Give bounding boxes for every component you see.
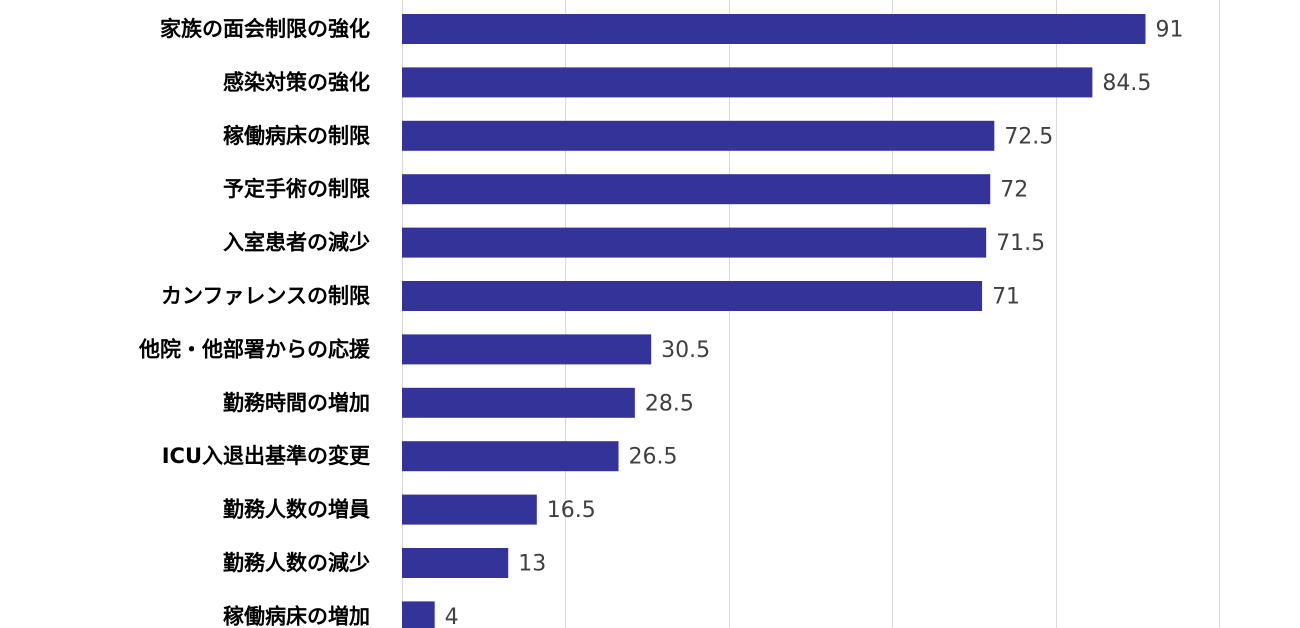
- value-label-7: 28.5: [645, 391, 694, 416]
- bar-11: [402, 601, 435, 628]
- value-label-9: 16.5: [547, 498, 596, 523]
- category-label-9: 勤務人数の増員: [223, 498, 370, 522]
- value-label-10: 13: [518, 552, 546, 577]
- category-label-7: 勤務時間の増加: [223, 391, 370, 415]
- category-label-4: 入室患者の減少: [223, 231, 370, 255]
- bar-4: [402, 227, 987, 258]
- bar-7: [402, 387, 635, 418]
- bar-6: [402, 334, 652, 365]
- category-label-10: 勤務人数の減少: [223, 551, 370, 575]
- value-label-4: 71.5: [996, 231, 1045, 256]
- bar-5: [402, 281, 983, 311]
- category-label-11: 稼働病床の増加: [223, 604, 370, 628]
- value-label-3: 72: [1000, 178, 1028, 203]
- bar-8: [402, 441, 619, 472]
- category-label-2: 稼働病床の制限: [223, 124, 370, 148]
- value-label-5: 71: [992, 285, 1020, 310]
- bar-2: [402, 120, 995, 151]
- value-label-11: 4: [445, 605, 459, 628]
- value-label-8: 26.5: [629, 445, 678, 470]
- value-label-6: 30.5: [661, 338, 710, 363]
- bars: [402, 14, 1146, 628]
- category-labels: 家族の面会制限の強化感染対策の強化稼働病床の制限予定手術の制限入室患者の減少カン…: [138, 17, 371, 628]
- category-label-6: 他院・他部署からの応援: [138, 337, 371, 361]
- category-label-0: 家族の面会制限の強化: [160, 17, 370, 41]
- category-label-3: 予定手術の制限: [223, 177, 370, 201]
- value-label-2: 72.5: [1004, 124, 1053, 149]
- bar-1: [402, 67, 1093, 98]
- category-label-5: カンファレンスの制限: [161, 284, 370, 308]
- bar-9: [402, 494, 537, 525]
- bar-0: [402, 14, 1146, 44]
- value-labels: 91 84.5 72.5 72 71.5 71 30.5 28.5 26.5 16.5 13 4: [445, 18, 1184, 628]
- bar-10: [402, 548, 509, 578]
- bar-3: [402, 174, 991, 205]
- value-label-1: 84.5: [1102, 71, 1151, 96]
- value-label-0: 91: [1155, 18, 1183, 43]
- category-label-1: 感染対策の強化: [223, 70, 370, 94]
- category-label-8: ICU入退出基準の変更: [162, 444, 371, 468]
